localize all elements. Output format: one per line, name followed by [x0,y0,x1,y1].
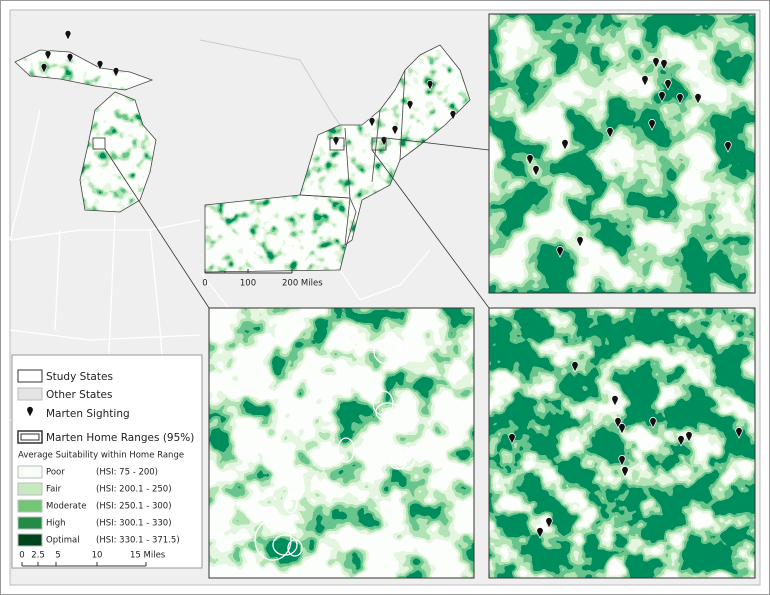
inset-frame [488,13,756,294]
scale-label: 200 Miles [282,279,323,289]
extent-boxes [92,137,490,309]
class-range: (HSI: 250.1 - 300) [96,502,172,512]
legend-swatch [17,499,43,513]
scale-label: 15 Miles [130,551,166,561]
inset-frame [208,307,475,579]
class-name: High [46,519,66,529]
inset-map [489,14,755,293]
study-states [14,44,471,273]
scale-label: 2.5 [31,551,45,561]
class-range: (HSI: 200.1 - 250) [96,485,172,495]
class-name: Fair [46,485,62,495]
border [199,39,341,126]
class-range: (HSI: 330.1 - 371.5) [96,536,180,546]
inset-map [209,308,474,578]
scale-label: 10 [92,551,103,561]
inset-map [489,308,755,578]
class-name: Moderate [46,502,86,512]
scale-label: 0 [19,551,24,561]
legend-swatch [17,465,43,479]
scale-label: 5 [55,551,60,561]
legend-title: Average Suitability within Home Range [18,451,184,461]
class-range: (HSI: 300.1 - 330) [96,519,172,529]
legend-swatch [17,533,43,547]
class-range: (HSI: 75 - 200) [96,468,158,478]
scale-label: 100 [240,279,256,289]
class-name: Optimal [46,536,80,546]
legend-swatch [17,516,43,530]
home-ranges [254,339,423,561]
legend-label: Study States [46,371,113,383]
class-name: Poor [46,468,65,478]
legend-label: Marten Sighting [46,408,130,420]
legend-swatch [17,482,43,496]
legend-label: Marten Home Ranges (95%) [46,432,194,444]
legend-label: Other States [46,389,112,401]
legend: Study States Other States Marten Sightin… [11,354,203,569]
inset-frame [488,307,756,579]
scale-label: 0 [202,279,207,289]
scale-bar: 0 100 200 Miles [202,269,323,289]
